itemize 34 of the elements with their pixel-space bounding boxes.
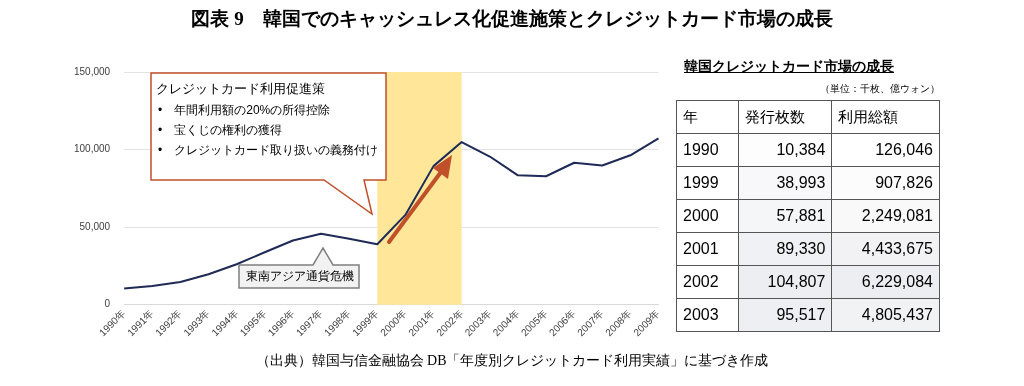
chart-title: 図表 9 韓国でのキャッシュレス化促進施策とクレジットカード市場の成長 [190,7,834,31]
y-tick-label: 2001 [676,232,739,266]
x-tick-label: 利用総額 [831,100,940,134]
data-label: 907,826 [831,166,940,200]
y-tick-label: 50,000 [79,220,111,232]
data-label: 89,330 [738,232,832,266]
text: （出典）韓国与信金融協会 DB「年度別クレジットカード利用実績」に基づき作成 [254,352,770,370]
annotation: • 年間利用額の20%の所得控除 [158,102,332,119]
y-tick-label: 2003 [676,298,739,332]
chart-title: 韓国クレジットカード市場の成長 [684,58,895,76]
x-tick-label: 発行枚数 [738,100,832,134]
data-label: 57,881 [738,199,832,233]
annotation: • クレジットカード取り扱いの義務付け [158,142,379,159]
annotation: 東南アジア通貨危機 [245,268,355,285]
y-tick-label: 0 [104,298,111,310]
chart-subtitle: （単位：千枚、億ウォン） [819,82,940,96]
data-label: 95,517 [738,298,832,332]
data-label: 10,384 [738,133,832,167]
y-axis-title: 年 [676,100,739,134]
y-tick-label: 2000 [676,199,739,233]
data-label: 126,046 [831,133,940,167]
data-label: 2,249,081 [831,199,940,233]
annotation: • 宝くじの権利の獲得 [158,122,284,139]
y-tick-label: 1999 [676,166,739,200]
data-label: 4,805,437 [831,298,940,332]
y-tick-label: 100,000 [73,143,111,155]
y-tick-label: 2002 [676,265,739,299]
data-label: 38,993 [738,166,832,200]
y-tick-label: 150,000 [73,65,111,77]
data-label: 4,433,675 [831,232,940,266]
annotation: クレジットカード利用促進策 [156,80,326,98]
data-label: 104,807 [738,265,832,299]
data-label: 6,229,084 [831,265,940,299]
y-tick-label: 1990 [676,133,739,167]
